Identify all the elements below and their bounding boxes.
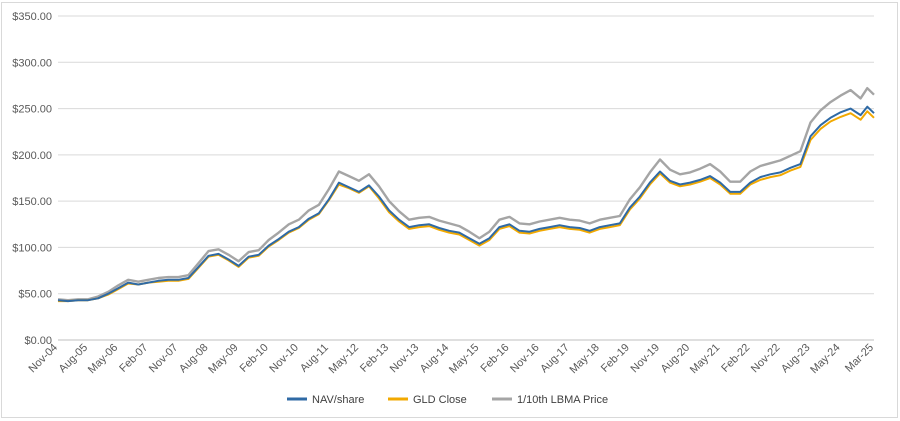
- series-line-nav-share: [57, 105, 875, 303]
- x-tick-label: Aug-05: [57, 342, 91, 376]
- x-tick-label: Aug-11: [298, 342, 331, 375]
- x-tick-label: Feb-16: [478, 342, 511, 375]
- x-tick-label: Aug-08: [177, 342, 211, 376]
- x-tick-label: Aug-20: [659, 342, 693, 376]
- y-tick-label: $0.00: [24, 335, 52, 347]
- y-tick-label: $100.00: [12, 242, 52, 254]
- y-tick-label: $150.00: [12, 196, 52, 208]
- grid-lines: [58, 15, 874, 341]
- x-tick-label: May-18: [567, 342, 601, 376]
- legend: NAV/share GLD Close 1/10th LBMA Price: [287, 394, 608, 406]
- legend-label: 1/10th LBMA Price: [517, 394, 608, 406]
- y-tick-label: $350.00: [12, 11, 52, 23]
- x-tick-label: May-06: [86, 342, 120, 376]
- x-tick-label: Feb-22: [719, 342, 752, 375]
- x-tick-label: Feb-07: [117, 342, 150, 375]
- x-tick-label: May-24: [808, 342, 842, 376]
- x-tick-label: Feb-13: [358, 342, 391, 375]
- x-tick-label: Feb-19: [599, 342, 632, 375]
- y-tick-label: $50.00: [18, 289, 52, 301]
- x-tick-label: May-09: [206, 342, 240, 376]
- x-tick-label: Aug-23: [779, 342, 813, 376]
- x-axis-tick-labels: Nov-04Aug-05May-06Feb-07Nov-07Aug-08May-…: [27, 342, 877, 376]
- x-tick-label: Aug-17: [538, 342, 572, 376]
- x-tick-label: Feb-10: [238, 342, 271, 375]
- x-tick-label: Nov-19: [629, 342, 663, 376]
- x-tick-label: Nov-22: [749, 342, 783, 376]
- y-tick-label: $250.00: [12, 104, 52, 116]
- y-axis-tick-labels: $0.00 $50.00 $100.00 $150.00 $200.00 $250.00 $…: [12, 11, 52, 347]
- x-tick-label: May-12: [327, 342, 361, 376]
- x-tick-label: May-15: [447, 342, 481, 376]
- legend-label: NAV/share: [312, 394, 364, 406]
- series-line-gld-close: [58, 110, 875, 303]
- x-tick-label: May-21: [688, 342, 722, 376]
- x-tick-label: Nov-13: [388, 342, 422, 376]
- y-tick-label: $300.00: [12, 57, 52, 69]
- x-tick-label: Aug-14: [418, 342, 452, 376]
- x-tick-label: Nov-16: [508, 342, 542, 376]
- x-tick-label: Nov-10: [267, 342, 301, 376]
- x-tick-label: Nov-07: [147, 342, 181, 376]
- y-tick-label: $200.00: [12, 150, 52, 162]
- x-tick-label: Mar-25: [843, 342, 876, 375]
- series-line-1-10th-lbma-price: [57, 87, 875, 302]
- legend-label: GLD Close: [413, 394, 467, 406]
- series-lines: [57, 87, 875, 303]
